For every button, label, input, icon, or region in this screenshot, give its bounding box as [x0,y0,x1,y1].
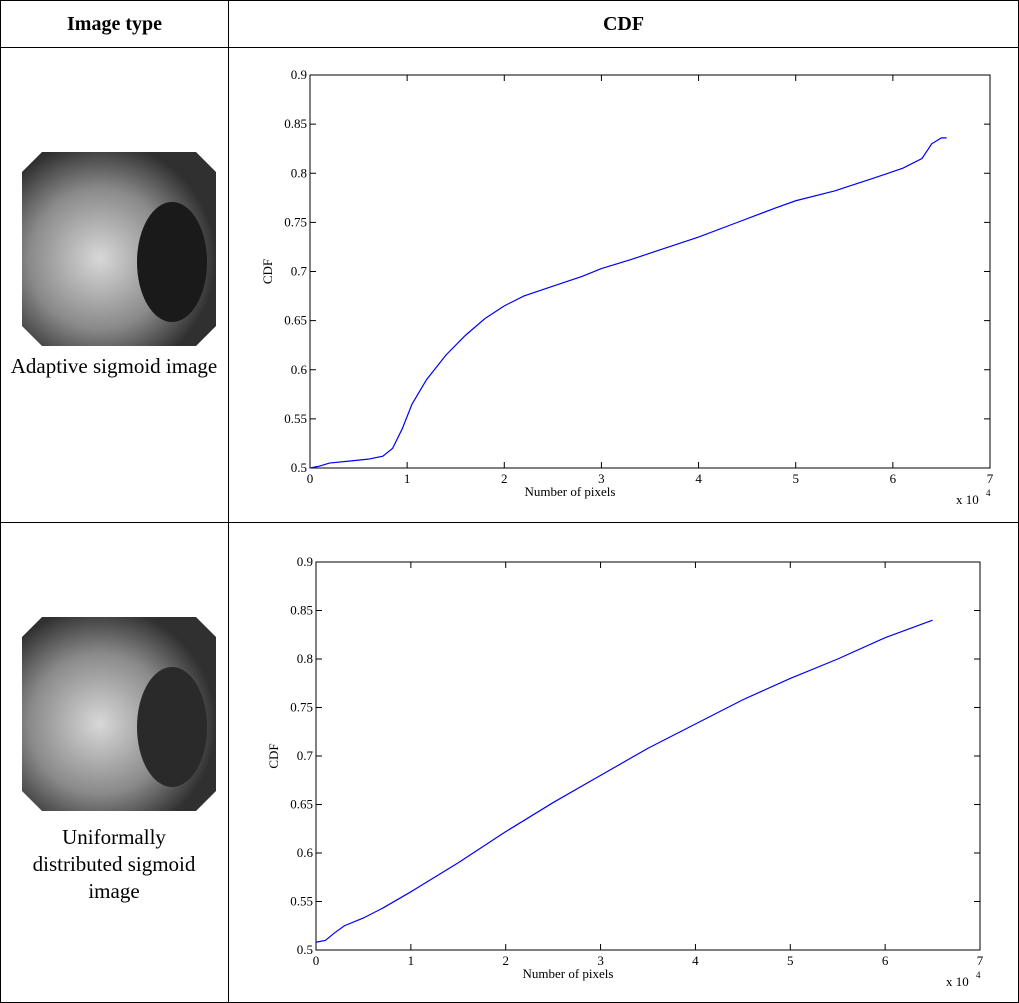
x-tick-label: 4 [692,953,699,968]
y-tick-label: 0.9 [291,67,307,82]
x-tick-label: 1 [404,471,411,486]
x-tick-label: 4 [695,471,702,486]
y-tick-label: 0.55 [284,411,307,426]
y-tick-label: 0.7 [291,264,308,279]
y-axis-label: CDF [260,259,275,284]
y-tick-label: 0.55 [290,894,313,909]
x-tick-label: 5 [787,953,794,968]
x-tick-label: 0 [313,953,320,968]
y-axis-label: CDF [266,743,281,768]
x-tick-label: 3 [597,953,604,968]
header-cell: CDF [228,0,1019,48]
y-tick-label: 0.9 [297,554,313,569]
chart: 0.5 0.55 0.6 0.65 0.7 0.75 0.8 0.85 0.9 0 1 2 3 4 5 6 7 N… [260,67,994,507]
y-tick-label: 0.8 [297,651,313,666]
x-tick-label: 7 [977,953,984,968]
x-tick-label: 6 [890,471,897,486]
x-axis-label: Number of pixels [525,484,616,499]
x-scale-exponent: 4 [986,488,991,498]
plot-frame [315,561,981,951]
x-tick-label: 7 [987,471,994,486]
x-tick-label: 2 [502,953,509,968]
y-tick-label: 0.7 [297,748,314,763]
header-text: CDF [602,13,645,35]
y-tick-label: 0.75 [284,214,307,229]
x-axis-label: Number of pixels [523,966,614,981]
x-tick-label: 1 [408,953,415,968]
y-tick-label: 0.8 [291,165,307,180]
y-tick-label: 0.65 [290,797,313,812]
y-tick-label: 0.6 [297,845,314,860]
endoscopy-image [22,152,216,346]
row-label: Adaptive sigmoid image [10,354,218,378]
endoscopy-image [22,617,216,811]
y-tick-label: 0.6 [291,362,308,377]
row-label: Uniformally distributed sigmoid image [32,825,196,903]
header-text: Image type [67,13,162,35]
header-cell: Image type [0,0,229,48]
x-scale-exponent: 4 [976,970,981,980]
cdf-line [315,619,933,943]
y-tick-label: 0.5 [291,460,307,475]
y-tick-label: 0.85 [284,116,307,131]
y-tick-label: 0.65 [284,313,307,328]
plot-frame [309,74,991,469]
y-tick-label: 0.75 [290,700,313,715]
y-tick-label: 0.85 [290,603,313,618]
x-tick-label: 6 [882,953,889,968]
x-tick-label: 5 [792,471,799,486]
x-tick-label: 2 [501,471,508,486]
chart: 0.5 0.55 0.6 0.65 0.7 0.75 0.8 0.85 0.9 0 1 2 3 4 5 6 7 N… [266,554,984,989]
x-tick-label: 3 [598,471,605,486]
x-scale-base: x 10 [956,492,979,507]
y-tick-label: 0.5 [297,942,313,957]
cdf-line [309,137,947,469]
x-tick-label: 0 [307,471,314,486]
x-scale-base: x 10 [946,974,969,989]
